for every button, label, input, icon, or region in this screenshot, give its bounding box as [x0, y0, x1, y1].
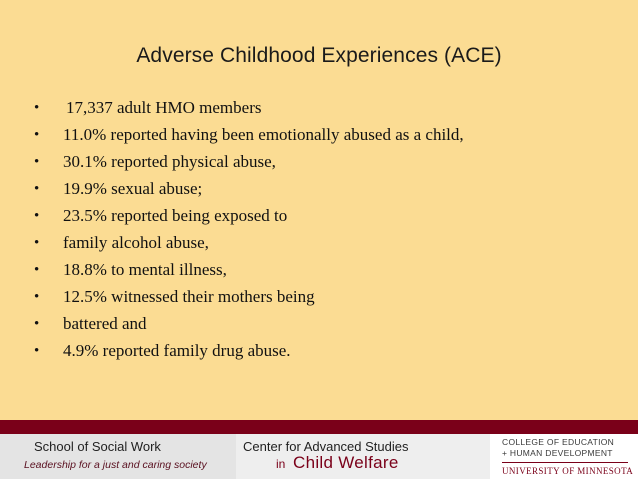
bullet-text: 4.9% reported family drug abuse. [63, 341, 291, 360]
bullet-icon: • [34, 262, 40, 278]
cas-in: in [276, 457, 286, 471]
bullet-text: 30.1% reported physical abuse, [63, 152, 276, 171]
bullet-text: 19.9% sexual abuse; [63, 179, 203, 198]
bullet-text: 17,337 adult HMO members [66, 98, 262, 117]
bullet-text: 18.8% to mental illness, [63, 260, 227, 279]
slide-content: Adverse Childhood Experiences (ACE) • 17,… [34, 44, 502, 360]
bullet-icon: • [34, 208, 40, 224]
bullet-text: family alcohol abuse, [63, 233, 209, 252]
footer-logos: School of Social Work Leadership for a j… [0, 434, 638, 479]
bullet-icon: • [34, 343, 40, 359]
bullet-icon: • [34, 127, 40, 143]
umn-college-line1: COLLEGE OF EDUCATION [502, 437, 615, 447]
cas-line2: Child Welfare [293, 453, 399, 472]
bullet-icon: • [34, 289, 40, 305]
ssw-tagline: Leadership for a just and caring society [24, 459, 207, 471]
center-advanced-studies-logo: Center for Advanced Studies in Child Wel… [236, 434, 490, 479]
slide-title: Adverse Childhood Experiences (ACE) [136, 44, 502, 67]
university-of-minnesota-logo: COLLEGE OF EDUCATION + HUMAN DEVELOPMENT… [490, 434, 638, 479]
bullet-icon: • [34, 316, 40, 332]
bullet-icon: • [34, 181, 40, 197]
school-of-social-work-logo: School of Social Work Leadership for a j… [0, 434, 236, 479]
cas-line1: Center for Advanced Studies [243, 439, 409, 454]
bullet-icon: • [34, 154, 40, 170]
bullet-text: 23.5% reported being exposed to [63, 206, 288, 225]
umn-divider [502, 462, 628, 463]
bullet-text: battered and [63, 314, 147, 333]
umn-university-name: UNIVERSITY OF MINNESOTA [502, 466, 634, 476]
ssw-name: School of Social Work [34, 439, 161, 454]
umn-college-line2: + HUMAN DEVELOPMENT [502, 448, 613, 458]
bullet-text: 11.0% reported having been emotionally a… [63, 125, 464, 144]
bullet-icon: • [34, 235, 40, 251]
bullet-icon: • [34, 100, 40, 116]
maroon-divider-bar [0, 420, 638, 434]
bullet-text: 12.5% witnessed their mothers being [63, 287, 315, 306]
